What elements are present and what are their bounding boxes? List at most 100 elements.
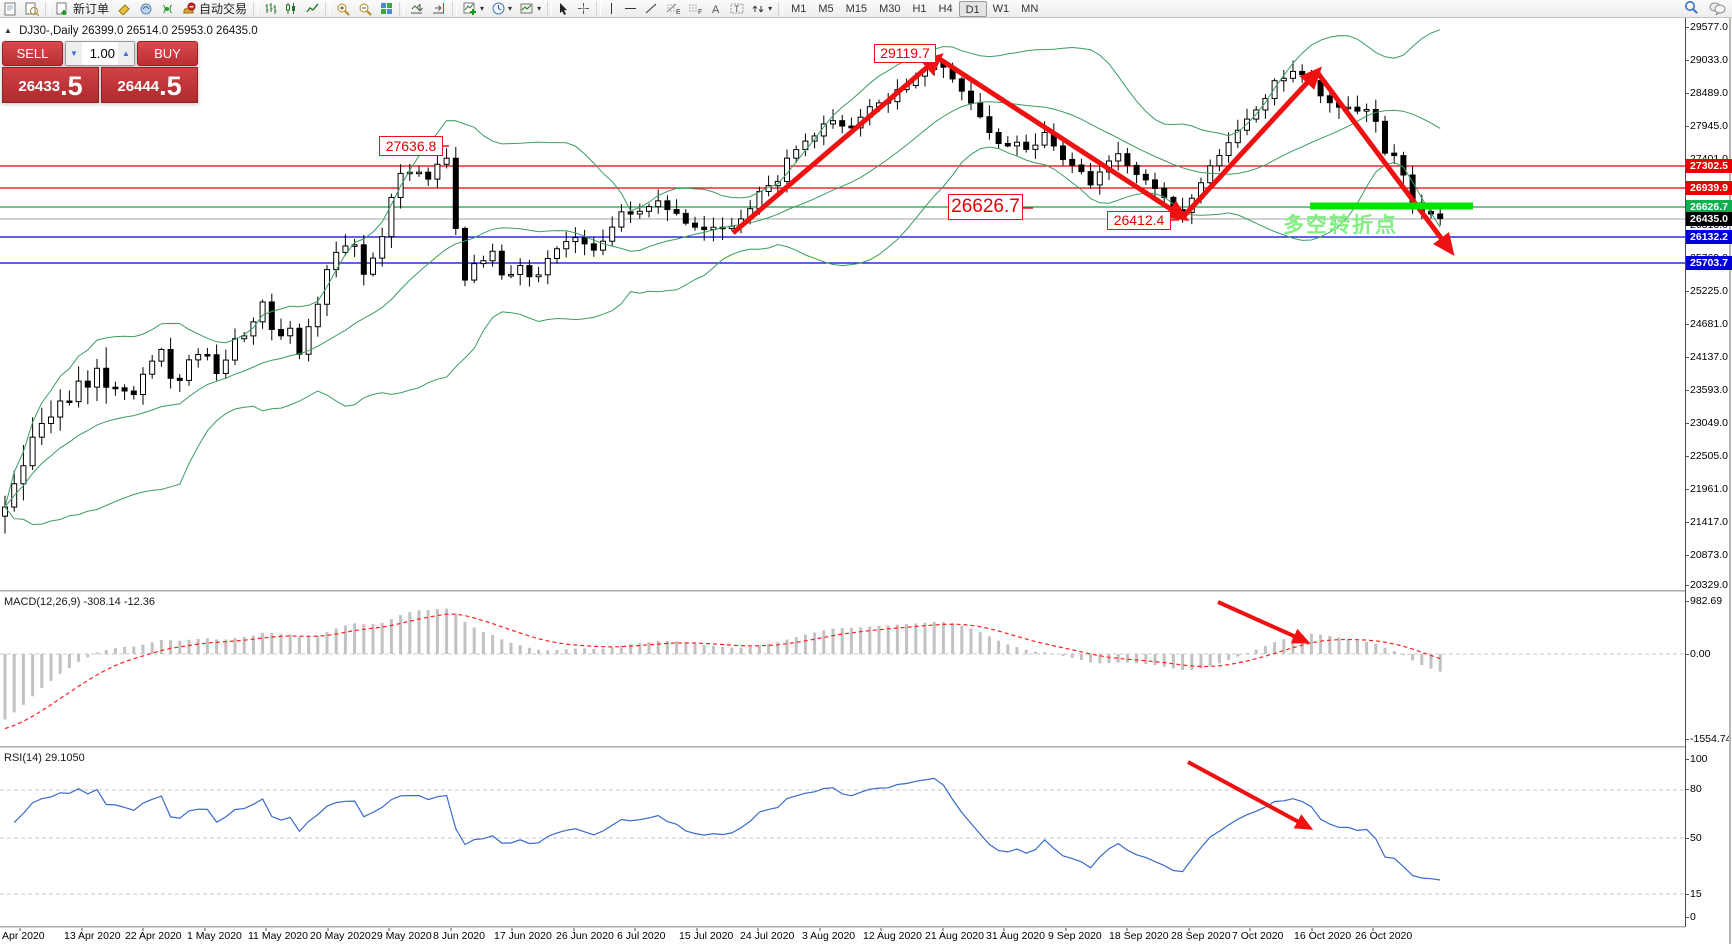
macd-tick: 0.00 bbox=[1685, 648, 1732, 660]
timeframe-m30[interactable]: M30 bbox=[879, 2, 901, 15]
sell-price-button[interactable]: 26433 .5 bbox=[2, 67, 99, 103]
date-label: 26 Jun 2020 bbox=[556, 930, 614, 942]
date-label: 7 Oct 2020 bbox=[1232, 930, 1284, 942]
search-icon[interactable] bbox=[1684, 0, 1699, 18]
buy-price-frac: .5 bbox=[159, 71, 182, 101]
chat-icon[interactable] bbox=[1709, 1, 1726, 18]
sell-price-frac: .5 bbox=[60, 71, 83, 101]
price-annotation-29119[interactable]: 29119.7 bbox=[874, 44, 936, 63]
date-label: 17 Jun 2020 bbox=[494, 930, 552, 942]
chart-shift-icon[interactable] bbox=[428, 0, 450, 18]
rsi-tick: 100 bbox=[1685, 753, 1732, 765]
zoom-in-icon[interactable] bbox=[332, 0, 354, 18]
turning-point-text[interactable]: 多空转折点 bbox=[1283, 214, 1398, 237]
price-line-tag[interactable]: 26626.7 bbox=[1686, 200, 1732, 214]
templates-icon[interactable]: ▾ bbox=[516, 0, 545, 18]
profiles-icon[interactable] bbox=[21, 0, 43, 18]
price-line-tag[interactable]: 26939.9 bbox=[1686, 181, 1732, 195]
cursor-icon[interactable] bbox=[554, 0, 573, 18]
price-tick: 20873.0 bbox=[1685, 549, 1732, 561]
price-tick: 20329.0 bbox=[1685, 579, 1732, 591]
buy-price: 26444 bbox=[117, 78, 160, 95]
volume-stepper[interactable]: ▼ 1.00 ▲ bbox=[65, 41, 135, 66]
community-icon[interactable] bbox=[135, 0, 157, 18]
ohlc-values: 26399.0 26514.0 25953.0 26435.0 bbox=[81, 25, 258, 37]
timeframe-d1[interactable]: D1 bbox=[958, 0, 987, 17]
price-annotation-27636[interactable]: 27636.8 bbox=[379, 136, 443, 156]
tile-windows-icon[interactable] bbox=[376, 0, 397, 18]
price-tick: 24681.0 bbox=[1685, 318, 1732, 330]
price-tick: 21417.0 bbox=[1685, 516, 1732, 528]
macd-label: MACD(12,26,9) -308.14 -12.36 bbox=[4, 596, 156, 608]
timeframe-m5[interactable]: M5 bbox=[818, 2, 834, 15]
periods-icon[interactable]: ▾ bbox=[488, 0, 516, 18]
date-label: 13 Apr 2020 bbox=[64, 930, 121, 942]
date-label: 20 May 2020 bbox=[310, 930, 371, 942]
volume-value[interactable]: 1.00 bbox=[89, 46, 115, 61]
symbol-triangle-icon: ▲ bbox=[4, 26, 12, 35]
price-line-tag[interactable]: 27302.5 bbox=[1686, 159, 1732, 173]
timeframe-mn[interactable]: MN bbox=[1021, 2, 1039, 15]
date-label: 1 May 2020 bbox=[187, 930, 242, 942]
date-label: 3 Aug 2020 bbox=[802, 930, 856, 942]
date-label: 12 Aug 2020 bbox=[863, 930, 922, 942]
new-order-button[interactable]: 新订单 bbox=[52, 0, 113, 18]
date-label: 16 Oct 2020 bbox=[1294, 930, 1352, 942]
trendline-icon[interactable] bbox=[641, 0, 662, 18]
timeframe-h1[interactable]: H1 bbox=[912, 2, 927, 15]
price-tick: 21961.0 bbox=[1685, 483, 1732, 495]
fibo-f-icon[interactable]: F bbox=[684, 0, 706, 18]
date-label: 15 Jul 2020 bbox=[679, 930, 734, 942]
text-icon[interactable]: A bbox=[706, 0, 726, 18]
timeframe-h4[interactable]: H4 bbox=[938, 2, 953, 15]
price-annotation-26626[interactable]: 26626.7 bbox=[948, 194, 1023, 220]
price-line-tag[interactable]: 25703.7 bbox=[1686, 256, 1732, 270]
vertical-line-icon[interactable] bbox=[603, 0, 620, 18]
zoom-out-icon[interactable] bbox=[354, 0, 376, 18]
buy-price-button[interactable]: 26444 .5 bbox=[101, 67, 198, 103]
text-label-icon[interactable]: T bbox=[726, 0, 748, 18]
date-label: 29 May 2020 bbox=[371, 930, 432, 942]
new-chart-icon[interactable] bbox=[0, 0, 21, 18]
volume-increase-button[interactable]: ▲ bbox=[118, 42, 134, 65]
svg-text:F: F bbox=[698, 9, 702, 15]
eraser-icon[interactable] bbox=[113, 0, 135, 18]
price-tick: 29033.0 bbox=[1685, 54, 1732, 66]
date-label: 22 Apr 2020 bbox=[125, 930, 182, 942]
window-right-edge bbox=[1729, 18, 1731, 944]
auto-scroll-icon[interactable] bbox=[406, 0, 428, 18]
bars-chart-icon[interactable] bbox=[260, 0, 281, 18]
price-tick: 28489.0 bbox=[1685, 87, 1732, 99]
rsi-panel-separator[interactable] bbox=[0, 746, 1685, 748]
signals-icon[interactable] bbox=[157, 0, 178, 18]
sell-price: 26433 bbox=[18, 78, 61, 95]
price-tick: 23593.0 bbox=[1685, 384, 1732, 396]
one-click-trading-panel: SELL ▼ 1.00 ▲ BUY 26433 .5 26444 .5 bbox=[2, 41, 198, 103]
price-line-tag[interactable]: 26132.2 bbox=[1686, 230, 1732, 244]
date-label: Apr 2020 bbox=[2, 930, 45, 942]
volume-decrease-button[interactable]: ▼ bbox=[66, 42, 82, 65]
indicators-icon[interactable]: ▾ bbox=[459, 0, 488, 18]
timeframe-m1[interactable]: M1 bbox=[791, 2, 807, 15]
auto-trading-button[interactable]: 自动交易 bbox=[178, 0, 251, 18]
arrows-icon[interactable]: ▾ bbox=[748, 0, 776, 18]
macd-panel-separator[interactable] bbox=[0, 590, 1685, 592]
date-label: 31 Aug 2020 bbox=[986, 930, 1045, 942]
crosshair-icon[interactable] bbox=[573, 0, 594, 18]
date-label: 26 Oct 2020 bbox=[1355, 930, 1413, 942]
candles-chart-icon[interactable] bbox=[281, 0, 302, 18]
price-annotation-26412[interactable]: 26412.4 bbox=[1107, 211, 1171, 230]
date-label: 11 May 2020 bbox=[248, 930, 308, 942]
price-line-tag[interactable]: 26435.0 bbox=[1686, 212, 1732, 226]
sell-button[interactable]: SELL bbox=[2, 41, 63, 66]
macd-tick: -1554.74 bbox=[1685, 733, 1732, 745]
fibo-e-icon[interactable]: E bbox=[662, 0, 684, 18]
line-chart-icon[interactable] bbox=[302, 0, 323, 18]
rsi-tick: 50 bbox=[1685, 832, 1732, 844]
horizontal-line-icon[interactable] bbox=[620, 0, 641, 18]
buy-button[interactable]: BUY bbox=[137, 41, 198, 66]
timeframe-w1[interactable]: W1 bbox=[992, 2, 1010, 15]
date-label: 24 Jul 2020 bbox=[740, 930, 795, 942]
timeframe-m15[interactable]: M15 bbox=[845, 2, 868, 15]
